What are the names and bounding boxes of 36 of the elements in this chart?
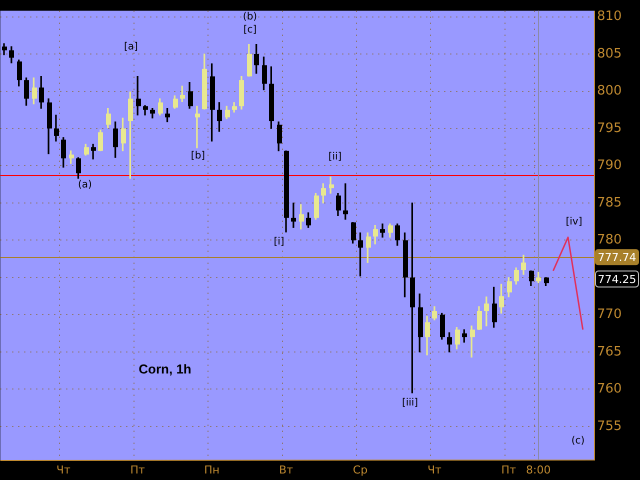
y-tick-label: 785	[597, 195, 622, 210]
y-tick-label: 760	[597, 382, 622, 397]
text: 774.25	[598, 272, 636, 286]
annotation: (c)	[571, 436, 585, 447]
annotation: [ii]	[328, 152, 342, 163]
y-tick-label: 795	[597, 120, 622, 136]
y-tick-label: 780	[597, 232, 622, 248]
x-tick-label: 8:00	[526, 463, 551, 476]
annotation: [i]	[274, 236, 284, 248]
x-tick-label: Вт	[279, 463, 294, 476]
x-tick-label: Ср	[352, 463, 368, 476]
annotation: (b)	[242, 12, 258, 23]
x-tick-label: Чт	[56, 463, 71, 476]
y-tick-label: 805	[597, 46, 622, 62]
text: Corn, 1h	[138, 362, 192, 377]
annotation: [iii]	[402, 398, 418, 409]
x-tick-label: Чт	[427, 463, 442, 476]
candlestick	[470, 326, 475, 358]
y-tick-label: 790	[597, 158, 622, 174]
y-tick-label: 765	[597, 344, 622, 360]
x-tick-label: Пт	[130, 463, 146, 476]
y-tick-label: 755	[597, 418, 622, 434]
annotation: [b]	[190, 150, 206, 162]
annotation: [a]	[124, 42, 138, 53]
candlestick	[291, 202, 296, 228]
y-tick-label: 810	[597, 9, 622, 24]
candlestick	[195, 106, 200, 148]
annotation: [iv]	[566, 216, 582, 228]
y-tick-label: 800	[597, 84, 622, 99]
x-tick-label: Пн	[204, 463, 220, 476]
annotation: [c]	[243, 24, 257, 36]
ref-line-label: 777.74	[598, 250, 636, 264]
annotation: (a)	[78, 180, 92, 191]
x-tick-label: Пт	[501, 463, 517, 476]
y-tick-label: 770	[597, 307, 622, 322]
candlestick	[329, 176, 334, 194]
